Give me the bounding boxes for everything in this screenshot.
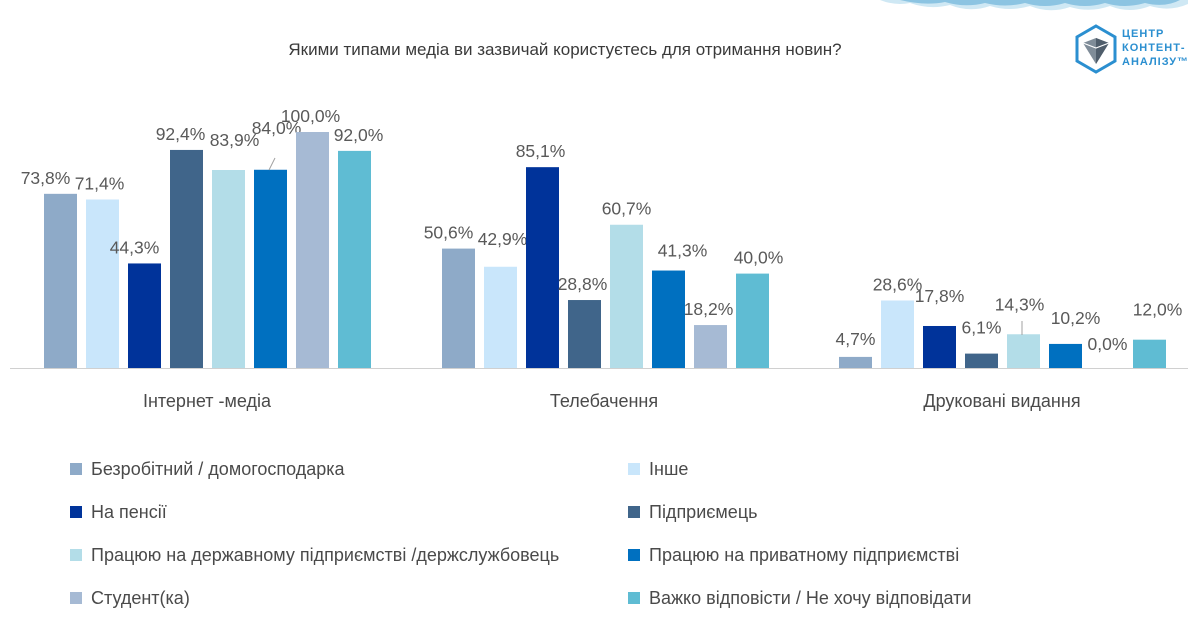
bar-2-3 [526,167,559,368]
bar-3-4 [965,353,998,368]
data-label: 6,1% [962,318,1002,338]
bar-3-8 [1133,339,1166,368]
data-label: 14,3% [995,294,1045,314]
bar-2-6 [652,270,685,368]
logo: ЦЕНТР КОНТЕНТ- АНАЛІЗУ™ [1074,24,1188,78]
leader-line [268,157,276,171]
data-label: 12,0% [1133,300,1183,320]
data-label: 28,8% [558,274,608,294]
category-label: Друковані видання [923,391,1080,411]
bar-1-5 [212,169,245,368]
bar-2-5 [610,224,643,368]
category-label: Інтернет -медіа [143,391,272,411]
chart-title: Якими типами медіа ви зазвичай користуєт… [288,40,842,59]
data-label: 100,0% [281,106,340,126]
bar-3-5 [1007,334,1040,368]
data-label: 50,6% [424,223,474,243]
bar-3-1 [839,356,872,368]
bar-2-7 [694,325,727,368]
data-label: 10,2% [1051,308,1101,328]
data-label: 18,2% [684,299,734,319]
data-label: 73,8% [21,168,71,188]
bar-1-3 [128,263,161,368]
bar-1-7 [296,132,329,368]
logo-diamond-icon [1075,24,1117,74]
logo-line-1: ЦЕНТР [1122,28,1165,40]
bar-2-2 [484,266,517,368]
data-label: 28,6% [873,275,923,295]
data-label: 60,7% [602,199,652,219]
decorative-wave-header [880,0,1188,11]
bar-1-6 [254,169,287,368]
data-label: 85,1% [516,141,566,161]
category-label: Телебачення [550,391,658,411]
data-label: 4,7% [836,329,876,349]
bar-2-1 [442,248,475,368]
bar-1-2 [86,199,119,368]
data-label: 41,3% [658,241,708,261]
bar-3-3 [923,325,956,368]
data-label: 0,0% [1088,334,1128,354]
bar-1-1 [44,193,77,368]
data-label: 83,9% [210,130,260,150]
data-label: 44,3% [110,237,160,257]
data-label: 92,4% [156,124,206,144]
bar-2-8 [736,273,769,368]
data-label: 71,4% [75,173,125,193]
logo-line-2: КОНТЕНТ- [1122,42,1186,54]
logo-line-3: АНАЛІЗУ™ [1122,56,1188,68]
bar-3-6 [1049,343,1082,368]
data-label: 92,0% [334,125,384,145]
bar-2-4 [568,300,601,368]
bar-1-4 [170,149,203,368]
bar-3-2 [881,300,914,368]
data-label: 84,0% [252,118,302,138]
data-label: 40,0% [734,248,784,268]
bar-1-8 [338,150,371,368]
data-label: 42,9% [478,229,528,249]
data-label: 17,8% [915,286,965,306]
